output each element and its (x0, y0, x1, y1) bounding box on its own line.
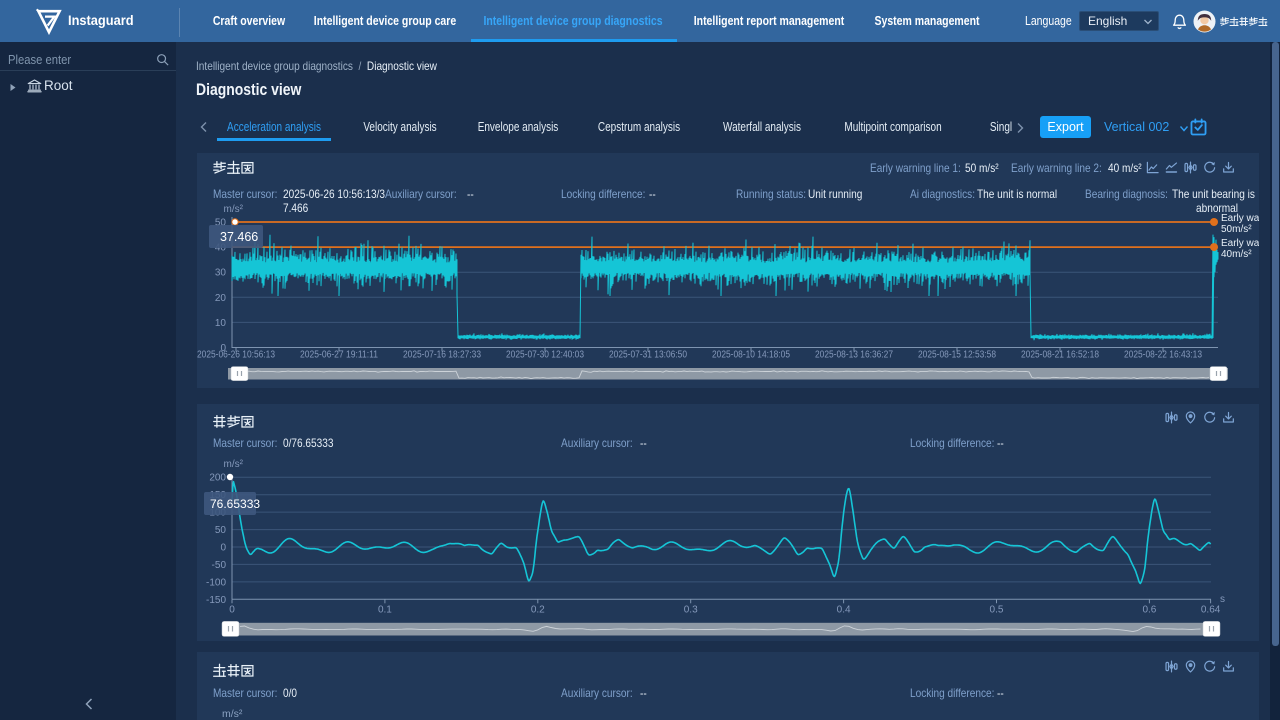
svg-text:50m/s²: 50m/s² (1221, 224, 1252, 235)
svg-text:37.466: 37.466 (220, 230, 258, 244)
svg-text:2025-08-15 12:53:58: 2025-08-15 12:53:58 (918, 350, 996, 361)
svg-text:0: 0 (229, 604, 235, 615)
svg-text:30: 30 (215, 268, 227, 279)
svg-text:2025-07-31 13:06:50: 2025-07-31 13:06:50 (609, 350, 687, 361)
svg-text:2025-07-16 18:27:33: 2025-07-16 18:27:33 (403, 350, 481, 361)
svg-text:10: 10 (215, 318, 227, 329)
svg-text:50: 50 (215, 525, 227, 536)
svg-text:40: 40 (215, 243, 227, 254)
svg-text:m/s²: m/s² (224, 459, 244, 470)
svg-text:76.65333: 76.65333 (210, 497, 260, 511)
svg-text:0.1: 0.1 (378, 604, 392, 615)
svg-text:0.6: 0.6 (1142, 604, 1156, 615)
svg-text:-150: -150 (206, 595, 226, 606)
svg-text:50: 50 (215, 218, 227, 229)
svg-text:2025-08-10 14:18:05: 2025-08-10 14:18:05 (712, 350, 790, 361)
svg-text:-100: -100 (206, 577, 226, 588)
svg-text:0.2: 0.2 (531, 604, 545, 615)
svg-text:2025-07-30 12:40:03: 2025-07-30 12:40:03 (506, 350, 584, 361)
svg-text:0: 0 (220, 543, 226, 554)
svg-text:s: s (1220, 594, 1225, 605)
svg-text:Early warnin: Early warnin (1221, 238, 1259, 249)
svg-text:20: 20 (215, 293, 227, 304)
svg-text:2025-08-13 16:36:27: 2025-08-13 16:36:27 (815, 350, 893, 361)
svg-text:2025-06-26 10:56:13: 2025-06-26 10:56:13 (197, 350, 275, 361)
svg-text:2025-08-21 16:52:18: 2025-08-21 16:52:18 (1021, 350, 1099, 361)
svg-text:0.3: 0.3 (684, 604, 698, 615)
svg-text:2025-08-22 16:43:13: 2025-08-22 16:43:13 (1124, 350, 1202, 361)
svg-text:0.64: 0.64 (1201, 604, 1221, 615)
svg-text:-50: -50 (212, 560, 227, 571)
svg-text:40m/s²: 40m/s² (1221, 249, 1252, 260)
svg-text:0.5: 0.5 (990, 604, 1004, 615)
svg-text:m/s²: m/s² (224, 204, 244, 215)
svg-text:0.4: 0.4 (837, 604, 851, 615)
svg-text:2025-06-27 19:11:11: 2025-06-27 19:11:11 (300, 350, 378, 361)
svg-text:0: 0 (220, 343, 226, 354)
svg-text:200: 200 (209, 473, 226, 484)
svg-text:Early warnin: Early warnin (1221, 213, 1259, 224)
